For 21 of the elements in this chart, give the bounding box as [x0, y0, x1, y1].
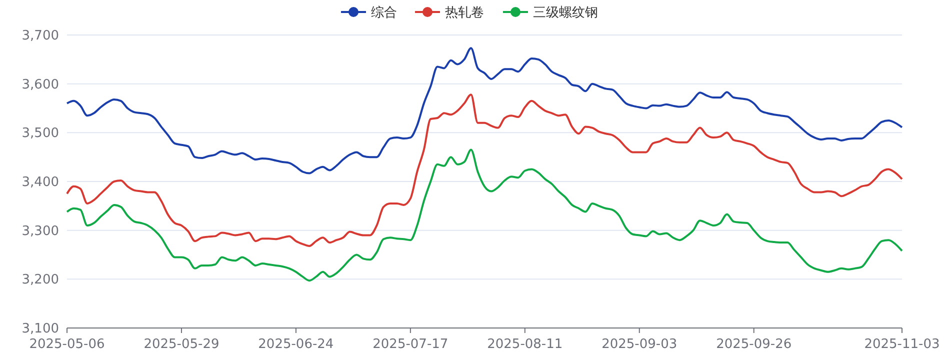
line-series [66, 148, 903, 282]
legend-label: 三级螺纹钢 [533, 6, 598, 21]
x-tick-label: 2025-08-11 [487, 337, 563, 352]
x-tick-label: 2025-06-24 [258, 337, 334, 352]
x-tick-label: 2025-09-26 [716, 337, 792, 352]
x-tick-label: 2025-05-29 [144, 337, 220, 352]
line-series [66, 47, 903, 174]
line-series [66, 94, 903, 247]
y-tick-label: 3,300 [22, 224, 59, 239]
y-tick-label: 3,200 [22, 272, 59, 288]
y-tick-label: 3,600 [22, 77, 59, 92]
x-tick-label: 2025-05-06 [29, 337, 105, 352]
x-tick-label: 2025-09-03 [602, 337, 678, 352]
y-tick-label: 3,700 [22, 28, 59, 44]
y-tick-label: 3,400 [22, 175, 59, 190]
legend-label: 综合 [371, 6, 397, 21]
y-tick-label: 3,100 [22, 322, 59, 337]
x-tick-label: 2025-11-03 [864, 337, 940, 352]
legend-label: 热轧卷 [445, 6, 484, 21]
y-tick-label: 3,500 [22, 126, 59, 142]
x-tick-label: 2025-07-17 [372, 337, 448, 352]
